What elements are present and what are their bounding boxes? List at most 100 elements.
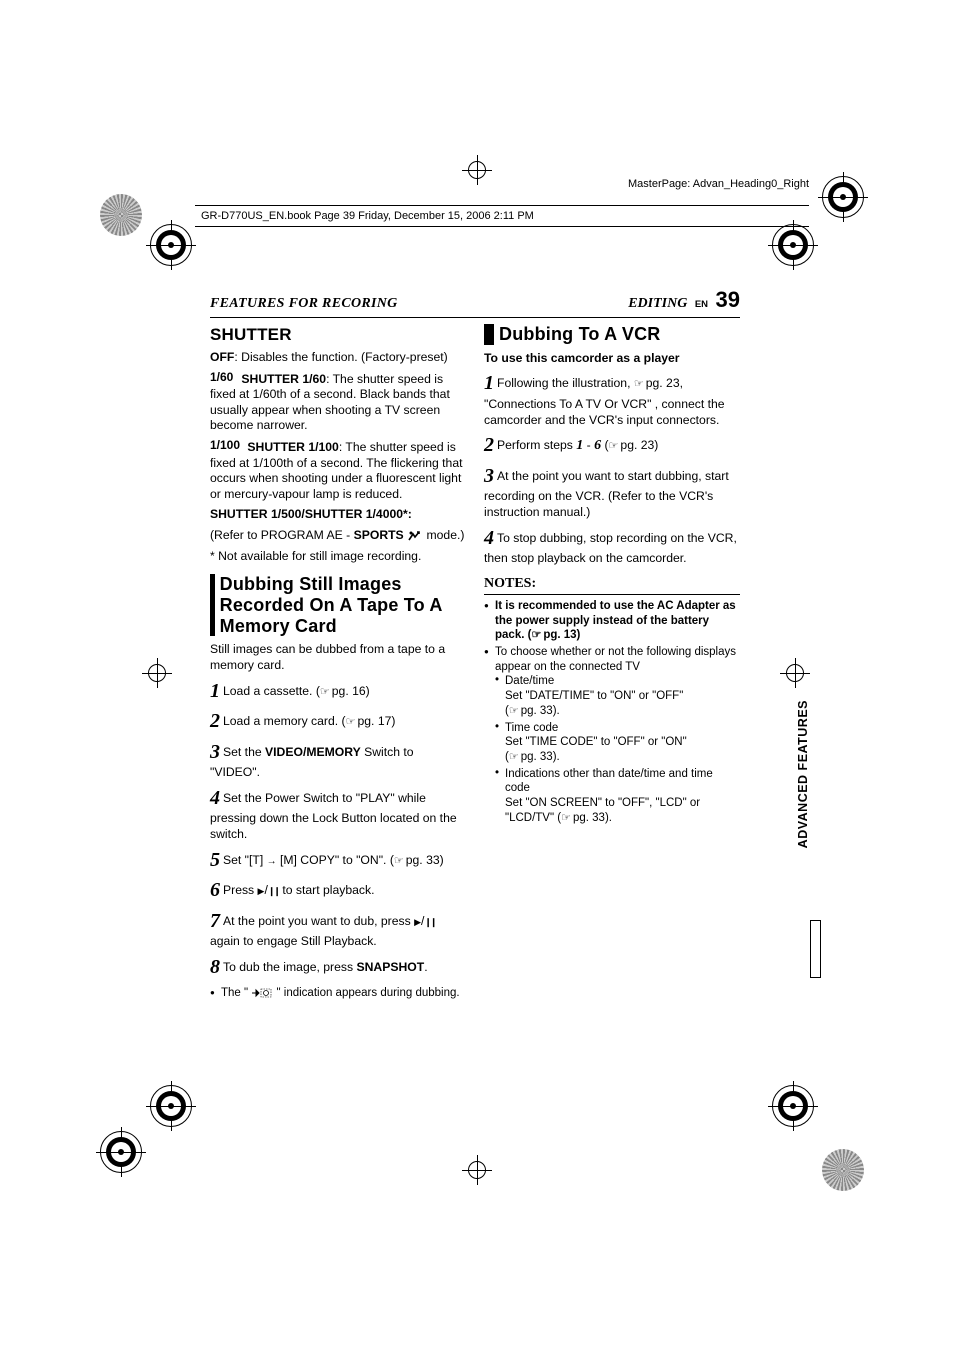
step-6: 6Press / to start playback. — [210, 878, 466, 904]
r-step-1-a: Following the illustration, — [497, 376, 634, 390]
r-step-1-b: "Connections To A TV Or VCR" , connect t… — [484, 397, 725, 427]
header-right: EDITING EN 39 — [628, 286, 740, 314]
step-8-num: 8 — [210, 956, 220, 978]
dub-vcr-heading: Dubbing To A VCR — [484, 324, 740, 345]
note-2-text: To choose whether or not the following d… — [495, 646, 736, 673]
sub-datetime: Date/time Set "DATE/TIME" to "ON" or "OF… — [495, 674, 740, 718]
shutter-160: 1/60 SHUTTER 1/60: The shutter speed is … — [210, 371, 466, 434]
sidebar-tab-box — [810, 920, 821, 978]
step-6-b: to start playback. — [279, 883, 375, 897]
svg-text:1/100: 1/100 — [210, 439, 240, 451]
step-1-num: 1 — [210, 680, 220, 702]
step-5-pg: pg. 33) — [406, 853, 444, 867]
reg-target-left — [142, 658, 172, 688]
pointer-icon — [531, 629, 543, 641]
use-as-player: To use this camcorder as a player — [484, 351, 740, 367]
r-step-2-pg: pg. 23) — [620, 438, 658, 452]
book-line: GR-D770US_EN.book Page 39 Friday, Decemb… — [195, 205, 809, 227]
r-step-1-pg: pg. 23, — [646, 376, 683, 390]
print-target-bl1 — [100, 1131, 142, 1173]
page-content: FEATURES FOR RECORING EDITING EN 39 SHUT… — [210, 286, 740, 1002]
print-mark-sunburst-tl — [100, 194, 142, 236]
r-step-4-text: To stop dubbing, stop recording on the V… — [484, 531, 737, 566]
off-text: : Disables the function. (Factory-preset… — [234, 350, 447, 364]
pointer-icon — [394, 853, 406, 867]
header-right-title: EDITING — [628, 296, 687, 311]
step-8: 8To dub the image, press SNAPSHOT. — [210, 955, 466, 981]
step-5-b: [M] COPY" to "ON". ( — [277, 853, 394, 867]
step-7-num: 7 — [210, 910, 220, 932]
step-5-num: 5 — [210, 849, 220, 871]
print-target-tr1 — [822, 176, 864, 218]
reg-target-bottom — [462, 1155, 492, 1185]
dub-still-title: Dubbing Still Images Recorded On A Tape … — [220, 574, 466, 636]
right-column: Dubbing To A VCR To use this camcorder a… — [484, 324, 740, 1002]
step-1: 1Load a cassette. ( pg. 16) — [210, 679, 466, 705]
star-note: * Not available for still image recordin… — [210, 549, 466, 565]
left-column: SHUTTER OFF: Disables the function. (Fac… — [210, 324, 466, 1002]
print-target-bl2 — [150, 1085, 192, 1127]
sidebar-vertical-label: ADVANCED FEATURES — [796, 700, 810, 848]
step-8-b: SNAPSHOT — [356, 960, 424, 974]
step-7-b: again to engage Still Playback. — [210, 934, 377, 948]
dub-intro: Still images can be dubbed from a tape t… — [210, 642, 466, 673]
sub-timecode: Time code Set "TIME CODE" to "OFF" or "O… — [495, 721, 740, 765]
refer-sports: SPORTS — [354, 528, 404, 542]
refer-line: (Refer to PROGRAM AE - SPORTS mode.) — [210, 528, 466, 544]
step-7: 7At the point you want to dub, press / a… — [210, 909, 466, 950]
step-2-pg: pg. 17) — [357, 714, 395, 728]
play-icon — [258, 883, 265, 897]
print-target-tl — [150, 224, 192, 266]
sub1-pg: pg. 33). — [521, 705, 560, 717]
pointer-icon — [346, 714, 358, 728]
refer-a: (Refer to PROGRAM AE - — [210, 528, 354, 542]
pointer-icon — [509, 751, 521, 763]
step-1-text: Load a cassette. ( — [223, 684, 320, 698]
pause-icon — [268, 883, 279, 897]
note-2: To choose whether or not the following d… — [484, 645, 740, 826]
r-step-3-num: 3 — [484, 465, 494, 487]
svg-text:1/60: 1/60 — [210, 371, 234, 383]
step-8-c: . — [424, 960, 427, 974]
pointer-icon — [509, 705, 521, 717]
arrow-icon — [267, 853, 277, 867]
pointer-icon — [609, 438, 621, 452]
header-left: FEATURES FOR RECORING — [210, 295, 398, 313]
step-4: 4Set the Power Switch to "PLAY" while pr… — [210, 786, 466, 843]
refer-c: mode.) — [426, 528, 464, 542]
note-bold-pg: pg. 13) — [543, 629, 580, 641]
reg-target-top — [462, 155, 492, 185]
shutter-500-label: SHUTTER 1/500/SHUTTER 1/4000*: — [210, 507, 466, 523]
pause-icon — [424, 914, 435, 928]
print-target-br — [772, 1085, 814, 1127]
pointer-icon — [320, 684, 332, 698]
dub-indicator-icon — [251, 987, 273, 999]
pointer-icon — [561, 812, 573, 824]
bullet8-a: The " — [221, 987, 251, 999]
r-step-2-b: ( — [601, 438, 608, 452]
bullet8-b: " indication appears during dubbing. — [277, 987, 460, 999]
step-2-num: 2 — [210, 710, 220, 732]
shutter-heading: SHUTTER — [210, 324, 466, 346]
header-en-label: EN — [695, 299, 708, 310]
step-6-num: 6 — [210, 879, 220, 901]
r-step-1: 1Following the illustration, pg. 23, "Co… — [484, 371, 740, 428]
step-1-pg: pg. 16) — [332, 684, 370, 698]
step-2-text: Load a memory card. ( — [223, 714, 346, 728]
page-number: 39 — [716, 287, 740, 312]
shutter-1100-icon: 1/100 — [210, 439, 244, 451]
step-2: 2Load a memory card. ( pg. 17) — [210, 709, 466, 735]
sub2-t: Time code — [505, 722, 558, 734]
step-6-a: Press — [223, 883, 258, 897]
page-header: FEATURES FOR RECORING EDITING EN 39 — [210, 286, 740, 318]
step-4-num: 4 — [210, 787, 220, 809]
dub-vcr-title: Dubbing To A VCR — [499, 324, 661, 345]
sub3-pg: pg. 33). — [573, 812, 612, 824]
print-mark-sunburst-br — [822, 1149, 864, 1191]
r-step-4-num: 4 — [484, 527, 494, 549]
step-5-a: Set "[T] — [223, 853, 267, 867]
r-step-2-a: Perform steps — [497, 438, 576, 452]
note-bold: It is recommended to use the AC Adapter … — [484, 599, 740, 643]
sub3-t: Indications other than date/time and tim… — [505, 768, 713, 795]
play-icon — [414, 914, 421, 928]
